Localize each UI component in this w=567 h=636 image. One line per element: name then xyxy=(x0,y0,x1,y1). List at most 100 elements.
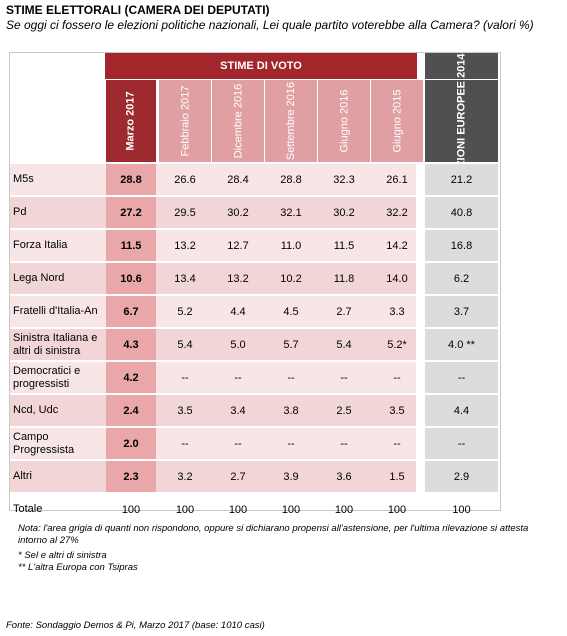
euro-cell xyxy=(425,230,498,261)
source-text: Fonte: Sondaggio Demos & Pi, Marzo 2017 … xyxy=(6,620,265,631)
party-label: Forza Italia xyxy=(13,239,68,251)
value-cell: 3.6 xyxy=(336,470,352,483)
value-cell: 27.2 xyxy=(120,206,142,219)
value-cell: 11.5 xyxy=(120,239,142,252)
euro-cell xyxy=(425,395,498,426)
column-header: Giugno 2015 xyxy=(371,80,423,162)
value-cell: 100 xyxy=(121,503,141,516)
party-label: Pd xyxy=(13,206,27,218)
euro-cell xyxy=(425,329,498,360)
value-cell: -- xyxy=(457,371,466,384)
page-subtitle: Se oggi ci fossero le elezioni politiche… xyxy=(6,18,534,32)
value-cell: 6.2 xyxy=(453,272,470,285)
table-row xyxy=(10,461,416,492)
note-footnote-2: ** L'altra Europa con Tsipras xyxy=(18,562,138,573)
value-cell: -- xyxy=(393,371,401,384)
note-main: Nota: l'area grigia di quanti non rispon… xyxy=(18,523,529,546)
table-frame xyxy=(9,52,501,511)
party-label: Totale xyxy=(13,503,43,515)
value-cell: 2.7 xyxy=(230,470,246,483)
euro-cell xyxy=(425,296,498,327)
value-cell: 10.6 xyxy=(120,272,142,285)
table-row xyxy=(10,395,416,426)
value-cell: 11.5 xyxy=(333,239,355,252)
value-cell: 16.8 xyxy=(450,239,473,252)
value-cell: 3.9 xyxy=(283,470,299,483)
column-header: Febbraio 2017 xyxy=(159,80,211,162)
highlight-cell xyxy=(106,362,156,393)
value-cell: 12.7 xyxy=(227,239,249,252)
value-cell: 1.5 xyxy=(389,470,405,483)
column-header-label: Febbraio 2017 xyxy=(179,85,192,157)
column-header-label: Settembre 2016 xyxy=(285,81,297,161)
table-row xyxy=(10,329,416,360)
value-cell: -- xyxy=(287,371,295,384)
value-cell: 28.8 xyxy=(120,173,142,186)
column-header: ELEZIONI EUROPEE 2014 xyxy=(425,53,498,189)
column-header: Giugno 2016 xyxy=(318,80,370,162)
euro-cell xyxy=(425,164,498,195)
value-cell: 100 xyxy=(334,503,354,516)
value-cell: 28.8 xyxy=(280,173,302,186)
value-cell: -- xyxy=(340,437,348,450)
value-cell: 3.5 xyxy=(389,404,405,417)
euro-header-top xyxy=(425,53,498,79)
value-cell: 5.0 xyxy=(230,338,246,351)
value-cell: 100 xyxy=(452,503,471,516)
euro-cell xyxy=(425,197,498,228)
table-row xyxy=(10,362,416,393)
euro-cell xyxy=(425,263,498,294)
value-cell: 14.0 xyxy=(386,272,408,285)
value-cell: 2.4 xyxy=(123,404,139,417)
highlight-cell xyxy=(106,296,156,327)
party-label: Lega Nord xyxy=(13,272,65,284)
value-cell: 32.1 xyxy=(280,206,302,219)
party-label: Altri xyxy=(13,470,32,482)
value-cell: 11.8 xyxy=(333,272,355,285)
value-cell: 5.7 xyxy=(283,338,299,351)
party-label: Campo Progressista xyxy=(13,430,75,456)
value-cell: 2.7 xyxy=(336,305,352,318)
value-cell: -- xyxy=(340,371,348,384)
value-cell: 30.2 xyxy=(227,206,249,219)
value-cell: -- xyxy=(234,437,242,450)
column-header-label: Giugno 2015 xyxy=(391,89,403,153)
euro-cell xyxy=(425,461,498,492)
highlight-cell xyxy=(106,263,156,294)
highlight-cell xyxy=(106,428,156,459)
value-cell: 3.5 xyxy=(177,404,193,417)
value-cell: 30.2 xyxy=(333,206,355,219)
value-cell: 100 xyxy=(228,503,248,516)
value-cell: 13.2 xyxy=(227,272,249,285)
table-row xyxy=(10,263,416,294)
group-header: STIME DI VOTO xyxy=(105,53,417,79)
highlight-cell xyxy=(106,395,156,426)
value-cell: 5.4 xyxy=(336,338,352,351)
value-cell: 100 xyxy=(175,503,195,516)
value-cell: 26.1 xyxy=(386,173,408,186)
party-label: Fratelli d'Italia-An xyxy=(13,305,98,317)
value-cell: -- xyxy=(393,437,401,450)
party-label: M5s xyxy=(13,173,34,185)
table-row xyxy=(10,197,416,228)
column-header-label: Giugno 2016 xyxy=(338,89,350,153)
value-cell: 4.4 xyxy=(453,404,470,417)
value-cell: 21.2 xyxy=(450,173,473,186)
party-label: Sinistra Italiana e altri di sinistra xyxy=(13,331,98,357)
note-footnote-1: * Sel e altri di sinistra xyxy=(18,550,107,561)
value-cell: 5.2 xyxy=(177,305,193,318)
highlight-cell xyxy=(106,197,156,228)
value-cell: 32.2 xyxy=(386,206,408,219)
table-row xyxy=(10,230,416,261)
value-cell: 4.4 xyxy=(230,305,246,318)
value-cell: 4.5 xyxy=(283,305,299,318)
value-cell: 10.2 xyxy=(280,272,302,285)
highlight-cell xyxy=(106,230,156,261)
value-cell: 3.4 xyxy=(230,404,246,417)
value-cell: -- xyxy=(181,371,189,384)
value-cell: 4.2 xyxy=(123,371,139,384)
party-label: Democratici e progressisti xyxy=(13,364,81,390)
column-header: Marzo 2017 xyxy=(106,80,156,162)
value-cell: 6.7 xyxy=(123,305,139,318)
highlight-cell xyxy=(106,164,156,195)
